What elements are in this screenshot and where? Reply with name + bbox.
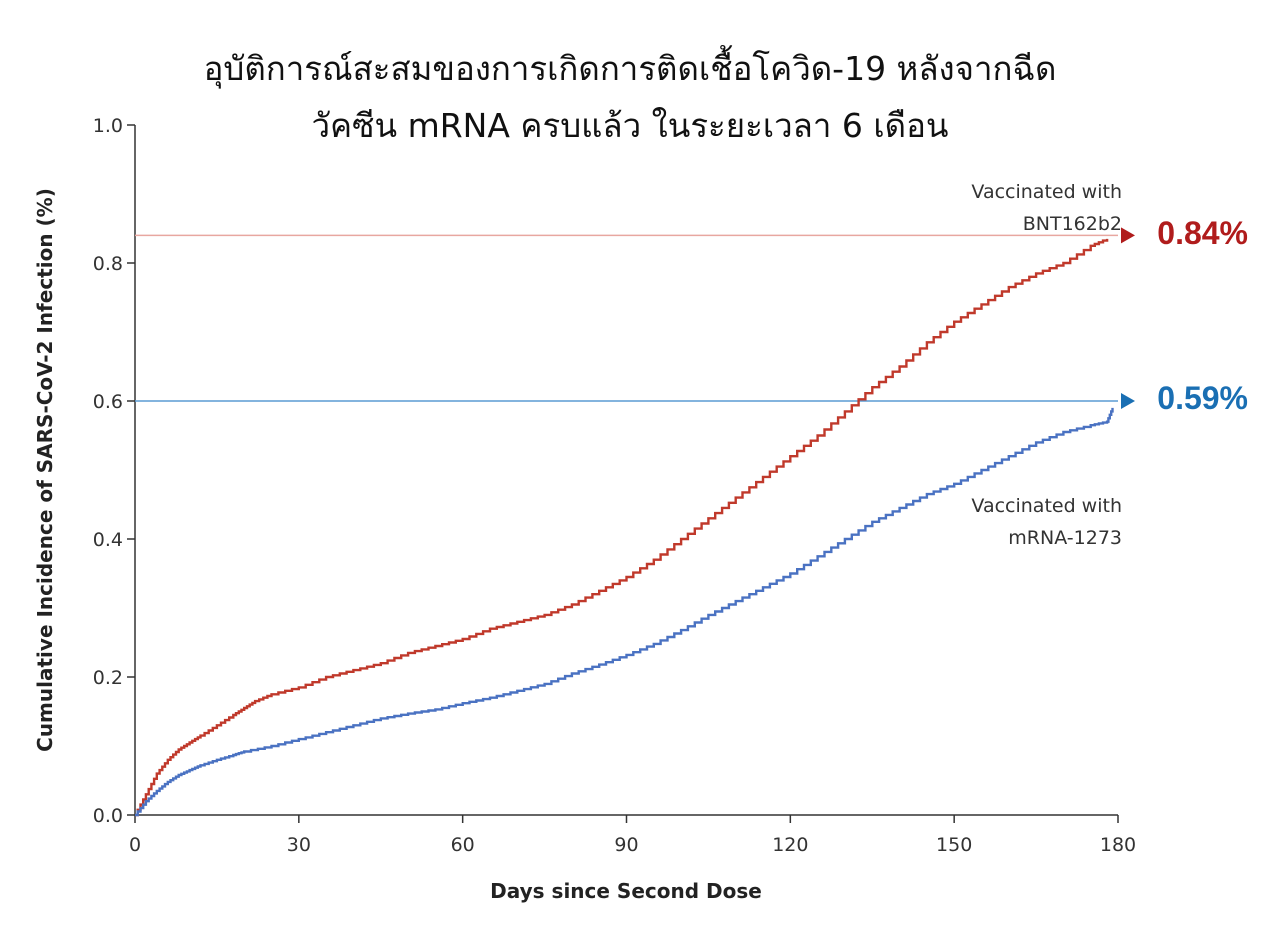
y-tick-label: 0.4 <box>93 529 123 551</box>
series-lines <box>135 238 1114 817</box>
chart-title: อุบัติการณ์สะสมของการเกิดการติดเชื้อโควิ… <box>204 45 1057 145</box>
final-value-labels: 0.84% 0.59% <box>1157 215 1248 416</box>
y-tick-label: 0.6 <box>93 391 123 413</box>
series-1-final-value-label: 0.84% <box>1157 215 1248 251</box>
x-axis-title: Days since Second Dose <box>490 879 762 903</box>
plot-area: 0 30 60 90 120 150 180 0.0 0.2 0.4 0.6 0.8 1.0 <box>93 115 1136 856</box>
x-tick-label: 90 <box>614 834 638 856</box>
x-tick-label: 60 <box>451 834 475 856</box>
y-tick-label: 0.8 <box>93 253 123 275</box>
series-1-end-arrow <box>1121 227 1135 244</box>
series-2-final-value-label: 0.59% <box>1157 380 1248 416</box>
series-2-label-line-2: mRNA-1273 <box>1008 527 1122 549</box>
series-2-label-line-1: Vaccinated with <box>971 495 1122 517</box>
series-1-line <box>135 238 1109 817</box>
x-axis-ticks: 0 30 60 90 120 150 180 <box>129 815 1136 856</box>
y-tick-label: 0.0 <box>93 805 123 827</box>
x-tick-label: 120 <box>772 834 808 856</box>
y-axis-title: Cumulative Incidence of SARS-CoV-2 Infec… <box>33 188 57 752</box>
x-tick-label: 180 <box>1100 834 1136 856</box>
chart-title-line-2: วัคซีน mRNA ครบแล้ว ในระยะเวลา 6 เดือน <box>312 106 949 145</box>
y-tick-label: 1.0 <box>93 115 123 137</box>
series-1-label-line-2: BNT162b2 <box>1023 213 1122 235</box>
y-axis-ticks: 0.0 0.2 0.4 0.6 0.8 1.0 <box>93 115 135 827</box>
series-2-line <box>135 407 1114 817</box>
series-1-label-line-1: Vaccinated with <box>971 181 1122 203</box>
series-labels: Vaccinated with BNT162b2 Vaccinated with… <box>971 181 1122 549</box>
x-tick-label: 0 <box>129 834 141 856</box>
x-tick-label: 30 <box>287 834 311 856</box>
reference-lines <box>135 234 1118 402</box>
y-tick-label: 0.2 <box>93 667 123 689</box>
chart-title-line-1: อุบัติการณ์สะสมของการเกิดการติดเชื้อโควิ… <box>204 45 1057 89</box>
series-2-end-arrow <box>1121 393 1135 409</box>
x-tick-label: 150 <box>936 834 972 856</box>
series-end-markers <box>1121 227 1135 409</box>
